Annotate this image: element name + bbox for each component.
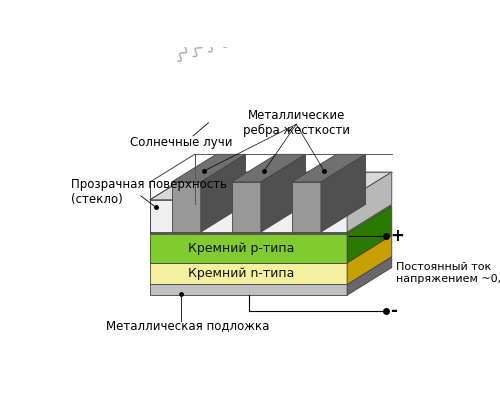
Polygon shape xyxy=(150,200,347,232)
Text: -: - xyxy=(390,302,397,320)
Polygon shape xyxy=(347,172,392,232)
Polygon shape xyxy=(172,154,246,182)
Text: Кремний n-типа: Кремний n-типа xyxy=(188,267,294,280)
Text: Солнечные лучи: Солнечные лучи xyxy=(130,136,232,149)
Polygon shape xyxy=(201,154,246,232)
Polygon shape xyxy=(261,154,306,232)
Polygon shape xyxy=(232,154,306,182)
Text: Кремний р-типа: Кремний р-типа xyxy=(188,242,294,255)
Text: Прозрачная поверхность
(стекло): Прозрачная поверхность (стекло) xyxy=(72,178,228,206)
Polygon shape xyxy=(292,182,321,232)
Polygon shape xyxy=(150,172,392,200)
Polygon shape xyxy=(150,206,392,234)
Polygon shape xyxy=(172,182,201,232)
Polygon shape xyxy=(150,257,392,284)
Polygon shape xyxy=(347,257,392,295)
Polygon shape xyxy=(347,206,392,263)
Text: Металлическая подложка: Металлическая подложка xyxy=(106,320,270,333)
Polygon shape xyxy=(150,234,347,263)
Polygon shape xyxy=(232,182,261,232)
Polygon shape xyxy=(321,154,366,232)
Polygon shape xyxy=(292,154,366,182)
Text: Металлические
ребра жесткости: Металлические ребра жесткости xyxy=(243,109,350,137)
Text: Постоянный ток
напряжением ~0,5 В: Постоянный ток напряжением ~0,5 В xyxy=(396,262,500,284)
Polygon shape xyxy=(150,263,347,284)
Polygon shape xyxy=(150,284,347,295)
Polygon shape xyxy=(150,235,392,263)
Text: +: + xyxy=(390,227,404,245)
Polygon shape xyxy=(347,235,392,284)
